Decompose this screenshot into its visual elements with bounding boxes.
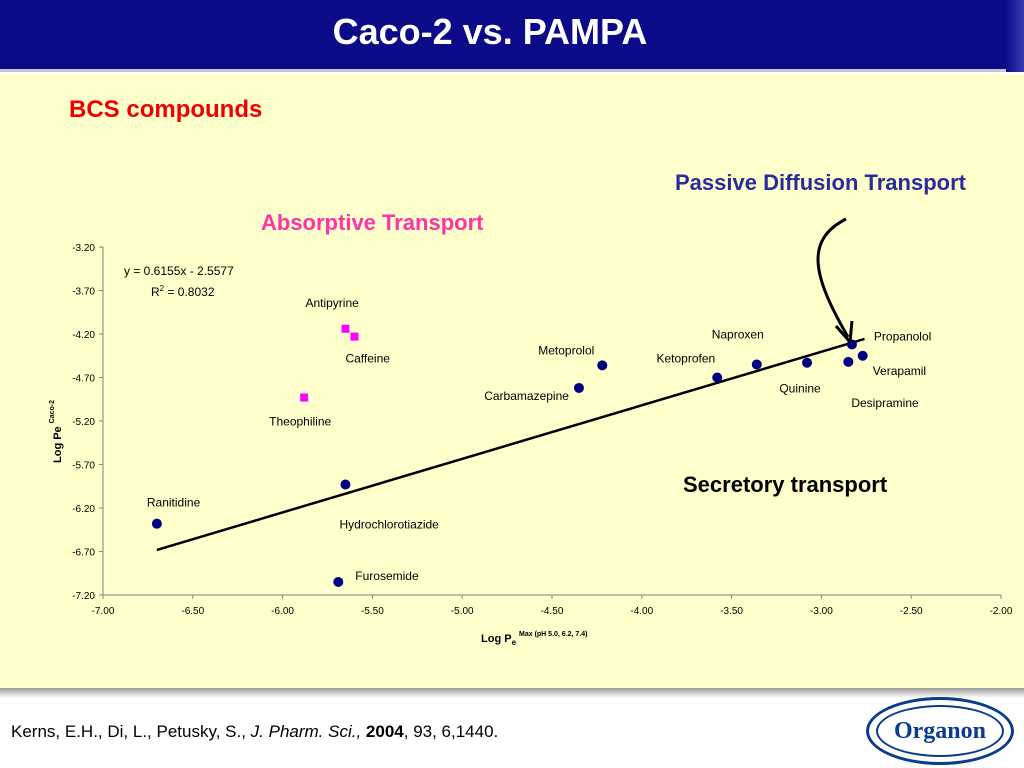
point-label-hydrochlorotiazide: Hydrochlorotiazide xyxy=(339,518,439,532)
title-bar-edge xyxy=(1006,0,1024,72)
point-labels: Ranitidine Hydrochlorotiazide Furosemide Ca… xyxy=(147,296,931,583)
y-tick-label: -4.70 xyxy=(72,374,95,385)
secretory-transport-label: Secretory transport xyxy=(683,472,888,497)
passive-diffusion-arrowhead xyxy=(834,320,854,344)
x-tick-label: -7.00 xyxy=(92,606,115,617)
data-point-quinine xyxy=(802,357,813,368)
data-point-antipyrine xyxy=(341,324,350,333)
point-label-ranitidine: Ranitidine xyxy=(147,496,201,510)
chart-axes: -3.20 -3.70 -4.20 -4.70 -5.20 -5.70 -6.20 -6.70… xyxy=(49,243,1013,647)
data-point-carbamazepine xyxy=(573,382,584,393)
data-point-desipramine xyxy=(843,356,854,367)
y-tick-label: -3.70 xyxy=(72,287,95,298)
point-label-naproxen: Naproxen xyxy=(712,327,764,341)
data-point-verapamil xyxy=(857,350,868,361)
title-bar: Caco-2 vs. PAMPA xyxy=(0,0,1024,72)
y-tick-label: -3.20 xyxy=(72,243,95,254)
organon-logo-text: Organon xyxy=(893,717,986,744)
data-point-theophiline xyxy=(300,393,309,402)
citation-year: 2004 xyxy=(365,722,404,741)
point-label-caffeine: Caffeine xyxy=(345,352,390,366)
organon-logo-ring: Organon xyxy=(876,705,1004,757)
x-tick-label: -5.00 xyxy=(451,606,474,617)
data-point-ranitidine xyxy=(151,518,162,529)
point-label-antipyrine: Antipyrine xyxy=(305,296,359,310)
point-label-propanolol: Propanolol xyxy=(874,329,931,343)
x-tick-label: -5.50 xyxy=(361,606,384,617)
x-tick-label: -4.50 xyxy=(541,606,564,617)
point-label-metoprolol: Metoprolol xyxy=(538,343,594,357)
citation-rest: , 93, 6,1440. xyxy=(403,722,499,741)
data-point-metoprolol xyxy=(597,360,608,371)
x-tick-label: -2.00 xyxy=(990,606,1013,617)
data-point-furosemide xyxy=(333,576,344,587)
point-label-desipramine: Desipramine xyxy=(851,396,919,410)
y-axis-title: Log PeCaco-2 xyxy=(49,400,64,463)
slide-subtitle: BCS compounds xyxy=(69,96,263,123)
data-points xyxy=(151,324,868,587)
point-label-ketoprofen: Ketoprofen xyxy=(657,352,716,366)
x-tick-label: -2.50 xyxy=(900,606,923,617)
y-tick-label: -5.20 xyxy=(72,417,95,428)
trendline-group xyxy=(156,337,865,552)
trendline xyxy=(156,337,865,552)
data-point-caffeine xyxy=(350,332,359,341)
point-label-carbamazepine: Carbamazepine xyxy=(484,389,569,403)
y-tick-label: -5.70 xyxy=(72,461,95,472)
x-axis-title: Log PeMax (pH 5.0, 6.2, 7.4) xyxy=(481,631,588,647)
data-point-hydrochlorotiazide xyxy=(340,479,351,490)
data-point-naproxen xyxy=(751,359,762,370)
x-tick-label: -3.50 xyxy=(720,606,743,617)
y-tick-label: -6.70 xyxy=(72,548,95,559)
data-point-ketoprofen xyxy=(712,372,723,383)
y-tick-label: -7.20 xyxy=(72,591,95,602)
organon-logo: Organon xyxy=(866,697,1014,765)
slide-title: Caco-2 vs. PAMPA xyxy=(332,10,648,52)
trendline-equation: y = 0.6155x - 2.5577 xyxy=(124,264,234,278)
x-tick-label: -6.00 xyxy=(271,606,294,617)
absorptive-transport-label: Absorptive Transport xyxy=(261,210,484,235)
passive-diffusion-arrow xyxy=(816,217,850,338)
footer-divider xyxy=(0,688,1024,698)
slide-content-area xyxy=(0,75,1024,688)
point-label-quinine: Quinine xyxy=(779,382,821,396)
x-tick-label: -6.50 xyxy=(181,606,204,617)
x-tick-label: -3.00 xyxy=(810,606,833,617)
y-tick-label: -4.20 xyxy=(72,330,95,341)
passive-diffusion-label: Passive Diffusion Transport xyxy=(675,170,966,195)
citation-authors: Kerns, E.H., Di, L., Petusky, S., xyxy=(11,722,251,741)
point-label-theophiline: Theophiline xyxy=(269,415,331,429)
r-squared-label: R2 = 0.8032 xyxy=(151,284,215,299)
x-tick-label: -4.00 xyxy=(630,606,653,617)
point-label-furosemide: Furosemide xyxy=(355,569,419,583)
point-label-verapamil: Verapamil xyxy=(873,364,926,378)
citation-journal: J. Pharm. Sci., xyxy=(250,722,362,741)
citation: Kerns, E.H., Di, L., Petusky, S., J. Pha… xyxy=(11,722,498,742)
y-tick-label: -6.20 xyxy=(72,504,95,515)
